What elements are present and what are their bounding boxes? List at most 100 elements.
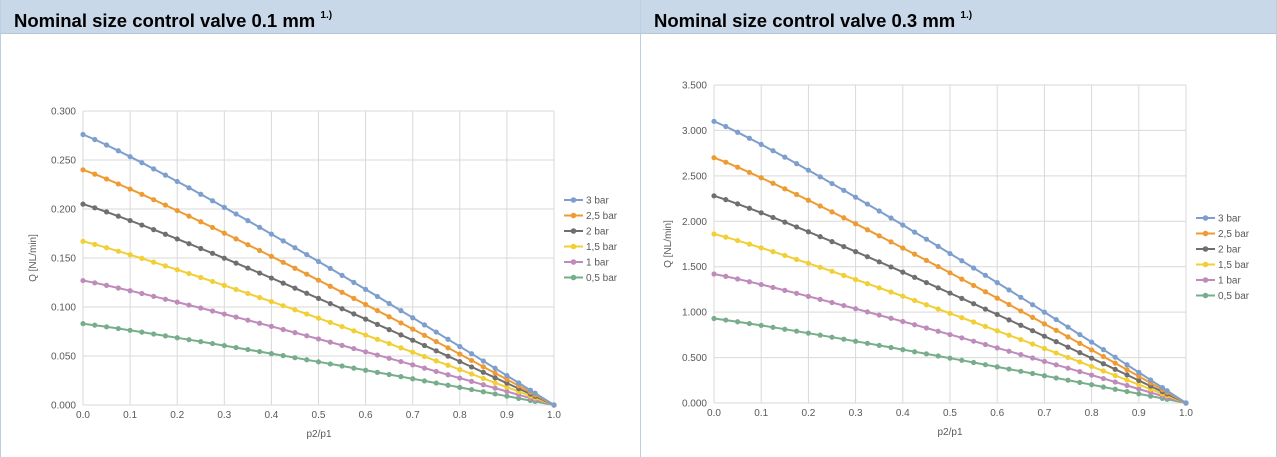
data-point <box>1112 386 1118 392</box>
data-point <box>198 339 204 345</box>
x-tick-label: 0.6 <box>990 408 1004 419</box>
data-point <box>268 253 274 259</box>
data-point <box>994 364 1000 370</box>
data-point <box>103 176 110 182</box>
data-point <box>758 141 764 148</box>
data-point <box>1124 367 1130 373</box>
data-point <box>947 355 953 361</box>
data-point <box>805 167 811 173</box>
data-point <box>947 250 953 257</box>
data-point <box>127 154 133 160</box>
data-point <box>151 293 157 299</box>
data-point <box>971 265 977 271</box>
data-point <box>457 358 463 365</box>
data-point <box>1112 354 1118 360</box>
y-tick-label: 1.500 <box>682 262 707 273</box>
data-point <box>186 213 192 219</box>
data-point <box>351 295 357 301</box>
data-point <box>457 375 463 381</box>
data-point <box>794 161 800 167</box>
data-point <box>994 345 1000 351</box>
data-point <box>445 345 451 351</box>
data-point <box>151 331 157 337</box>
data-point <box>923 351 929 357</box>
data-point <box>516 380 522 386</box>
data-point <box>1136 377 1142 384</box>
data-point <box>492 380 498 386</box>
data-point <box>433 338 439 345</box>
data-point <box>1006 366 1012 372</box>
data-point <box>1077 350 1083 356</box>
data-point <box>315 258 322 265</box>
data-point <box>876 208 882 214</box>
data-point <box>457 366 463 373</box>
x-tick-label: 0.5 <box>312 410 326 421</box>
data-point <box>735 129 741 135</box>
data-point <box>1089 339 1095 345</box>
data-point <box>315 359 322 365</box>
data-point <box>209 224 216 231</box>
data-point <box>1053 339 1059 345</box>
chart-title: Nominal size control valve 0.3 mm 1.) <box>641 0 1276 34</box>
data-point <box>888 344 894 351</box>
data-point <box>480 358 486 364</box>
data-point <box>1077 331 1083 338</box>
data-point <box>1018 368 1024 374</box>
data-point <box>386 355 392 361</box>
data-point <box>139 222 145 228</box>
x-tick-label: 1.0 <box>1179 408 1193 419</box>
data-point <box>912 274 918 280</box>
data-point <box>268 298 274 305</box>
data-point <box>853 306 859 312</box>
data-point <box>80 277 86 284</box>
x-tick-label: 0.8 <box>1085 408 1099 419</box>
data-point <box>292 330 298 336</box>
data-point <box>1030 302 1036 308</box>
data-point <box>1006 287 1012 293</box>
data-point <box>315 295 322 301</box>
data-point <box>327 361 333 367</box>
data-point <box>527 387 534 393</box>
data-point <box>174 267 180 273</box>
data-point <box>374 369 380 375</box>
data-point <box>853 194 859 200</box>
data-point <box>351 311 357 317</box>
legend-label: 0,5 bar <box>586 273 618 284</box>
data-point <box>923 279 929 286</box>
y-axis-label: Q [NL/min] <box>663 220 674 268</box>
data-point <box>959 357 965 363</box>
data-point <box>139 160 145 166</box>
data-point <box>198 191 204 197</box>
legend-marker <box>1202 246 1209 252</box>
data-point <box>1065 354 1071 361</box>
data-point <box>758 245 764 251</box>
data-point <box>1030 341 1036 347</box>
data-point <box>1065 334 1071 340</box>
data-point <box>1100 353 1106 360</box>
data-point <box>363 367 369 373</box>
data-point <box>174 299 180 305</box>
data-point <box>339 342 345 348</box>
data-point <box>1018 336 1024 343</box>
data-point <box>1006 317 1012 323</box>
data-point <box>162 296 169 302</box>
data-point <box>770 249 776 255</box>
data-point <box>280 238 286 244</box>
data-point <box>186 241 192 247</box>
data-point <box>351 345 357 352</box>
y-axis-label: Q [NL/min] <box>28 234 39 282</box>
data-point <box>221 204 227 210</box>
data-point <box>888 315 894 321</box>
data-point <box>245 346 251 353</box>
data-point <box>735 164 741 170</box>
data-point <box>162 231 169 237</box>
data-point <box>363 286 369 292</box>
data-point <box>1100 375 1106 382</box>
data-point <box>959 335 965 341</box>
data-point <box>711 118 717 124</box>
y-tick-label: 0.050 <box>51 352 76 363</box>
y-tick-label: 0.250 <box>51 156 76 167</box>
data-point <box>864 227 870 233</box>
data-point <box>304 357 310 363</box>
data-point <box>923 325 929 331</box>
